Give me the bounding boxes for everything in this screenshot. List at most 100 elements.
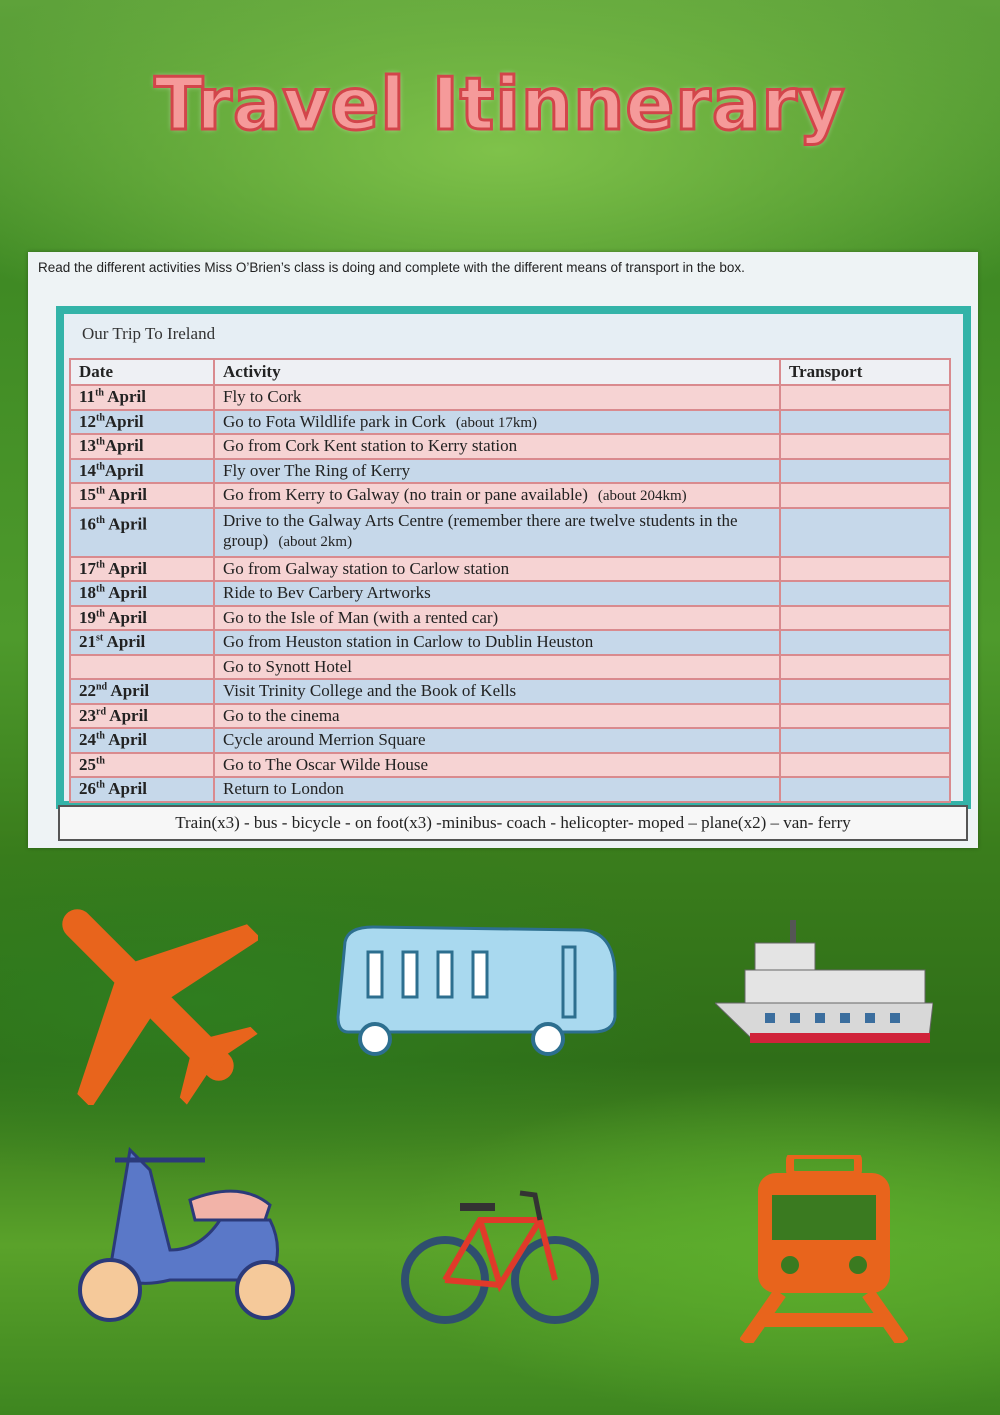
activity-cell: Go from Cork Kent station to Kerry stati… bbox=[213, 433, 781, 460]
date-suffix: th bbox=[96, 461, 105, 473]
date-day: 11 bbox=[79, 387, 96, 407]
transport-answer-cell[interactable] bbox=[779, 433, 951, 460]
word-bank: Train(x3) - bus - bicycle - on foot(x3) … bbox=[58, 805, 968, 841]
transport-answer-cell[interactable] bbox=[779, 384, 951, 411]
table-row: 18th April Ride to Bev Carbery Artworks bbox=[69, 580, 951, 607]
transport-answer-cell[interactable] bbox=[779, 678, 951, 705]
activity-cell: Go to the cinema bbox=[213, 702, 781, 729]
date-day: 26 bbox=[79, 779, 96, 799]
date-month: April bbox=[107, 681, 150, 701]
activity-text: Fly to Cork bbox=[223, 387, 302, 407]
date-cell: 25th bbox=[69, 751, 215, 778]
activity-text: Visit Trinity College and the Book of Ke… bbox=[223, 681, 517, 701]
transport-answer-cell[interactable] bbox=[779, 727, 951, 754]
date-cell: 11th April bbox=[69, 384, 215, 411]
date-month: April bbox=[104, 558, 147, 578]
transport-answer-cell[interactable] bbox=[779, 629, 951, 656]
date-day: 14 bbox=[79, 460, 96, 480]
date-cell: 12thApril bbox=[69, 408, 215, 435]
date-cell: 17th April bbox=[69, 555, 215, 582]
date-day: 25 bbox=[79, 754, 96, 774]
date-cell: 23rd April bbox=[69, 702, 215, 729]
activity-cell: Go to Fota Wildlife park in Cork (about 1… bbox=[213, 408, 781, 435]
date-cell: 24th April bbox=[69, 727, 215, 754]
activity-cell: Fly to Cork bbox=[213, 384, 781, 411]
date-day: 18 bbox=[79, 583, 96, 603]
transport-answer-cell[interactable] bbox=[779, 751, 951, 778]
activity-cell: Go from Galway station to Carlow station bbox=[213, 555, 781, 582]
date-day: 15 bbox=[79, 485, 96, 505]
table-row: 19th April Go to the Isle of Man (with a… bbox=[69, 604, 951, 631]
date-month: April bbox=[104, 436, 144, 456]
transport-answer-cell[interactable] bbox=[779, 457, 951, 484]
date-suffix: nd bbox=[96, 681, 108, 693]
table-row: 24th April Cycle around Merrion Square bbox=[69, 727, 951, 754]
date-month: April bbox=[104, 514, 147, 534]
transport-answer-cell[interactable] bbox=[779, 604, 951, 631]
activity-cell: Go from Kerry to Galway (no train or pan… bbox=[213, 482, 781, 509]
activity-text: Go to The Oscar Wilde House bbox=[223, 754, 429, 774]
activity-text: Ride to Bev Carbery Artworks bbox=[223, 583, 431, 603]
activity-text: Go to Synott Hotel bbox=[223, 656, 352, 676]
activity-text: Go from Heuston station in Carlow to Dub… bbox=[223, 632, 594, 652]
date-month: April bbox=[103, 387, 147, 407]
ferry-icon bbox=[715, 920, 933, 1043]
transport-answer-cell[interactable] bbox=[779, 506, 951, 558]
activity-text: Drive to the Galway Arts Centre (remembe… bbox=[223, 510, 738, 550]
transport-answer-cell[interactable] bbox=[779, 555, 951, 582]
date-day: 13 bbox=[79, 436, 96, 456]
date-cell bbox=[69, 653, 215, 680]
date-cell: 22nd April bbox=[69, 678, 215, 705]
activity-cell: Return to London bbox=[213, 776, 781, 803]
bus-icon bbox=[336, 925, 617, 1056]
date-day: 19 bbox=[79, 607, 96, 627]
bicycle-icon bbox=[401, 1190, 599, 1324]
date-cell: 18th April bbox=[69, 580, 215, 607]
date-month: April bbox=[104, 607, 147, 627]
table-row: 22nd April Visit Trinity College and the… bbox=[69, 678, 951, 705]
worksheet: Read the different activities Miss O’Bri… bbox=[28, 252, 978, 848]
date-month: April bbox=[103, 632, 146, 652]
date-cell: 16th April bbox=[69, 506, 215, 558]
date-cell: 19th April bbox=[69, 604, 215, 631]
transport-answer-cell[interactable] bbox=[779, 482, 951, 509]
date-suffix: rd bbox=[96, 706, 106, 718]
date-suffix: th bbox=[96, 583, 105, 595]
table-row: 16th April Drive to the Galway Arts Cent… bbox=[69, 506, 951, 558]
activity-text: Go from Kerry to Galway (no train or pan… bbox=[223, 485, 588, 505]
date-month: April bbox=[106, 705, 149, 725]
date-month: April bbox=[104, 730, 147, 750]
activity-text: Go to the cinema bbox=[223, 705, 340, 725]
moped-icon bbox=[78, 1146, 295, 1322]
transport-answer-cell[interactable] bbox=[779, 702, 951, 729]
date-suffix: th bbox=[96, 559, 105, 571]
date-suffix: th bbox=[96, 514, 105, 526]
table-row: 21st April Go from Heuston station in Ca… bbox=[69, 629, 951, 656]
transport-answer-cell[interactable] bbox=[779, 776, 951, 803]
date-suffix: th bbox=[96, 608, 105, 620]
transport-answer-cell[interactable] bbox=[779, 408, 951, 435]
distance-note: (about 2km) bbox=[278, 533, 353, 550]
date-day: 22 bbox=[79, 681, 96, 701]
table-row: 17th April Go from Galway station to Car… bbox=[69, 555, 951, 582]
column-header-date: Date bbox=[69, 358, 215, 386]
activity-cell: Ride to Bev Carbery Artworks bbox=[213, 580, 781, 607]
table-row: 15th April Go from Kerry to Galway (no t… bbox=[69, 482, 951, 509]
table-row: 23rd April Go to the cinema bbox=[69, 702, 951, 729]
date-day: 16 bbox=[79, 514, 96, 534]
transport-answer-cell[interactable] bbox=[779, 653, 951, 680]
activity-text: Return to London bbox=[223, 779, 344, 799]
table-row: 13thApril Go from Cork Kent station to K… bbox=[69, 433, 951, 460]
date-cell: 13thApril bbox=[69, 433, 215, 460]
transport-answer-cell[interactable] bbox=[779, 580, 951, 607]
activity-cell: Cycle around Merrion Square bbox=[213, 727, 781, 754]
date-suffix: th bbox=[96, 485, 105, 497]
activity-text: Go to the Isle of Man (with a rented car… bbox=[223, 607, 499, 627]
activity-text: Cycle around Merrion Square bbox=[223, 730, 426, 750]
date-suffix: th bbox=[96, 779, 105, 791]
date-suffix: st bbox=[96, 632, 104, 644]
plane-icon bbox=[62, 909, 258, 1105]
date-suffix: th bbox=[96, 755, 105, 767]
table-row: 25th Go to The Oscar Wilde House bbox=[69, 751, 951, 778]
date-month: April bbox=[104, 583, 147, 603]
